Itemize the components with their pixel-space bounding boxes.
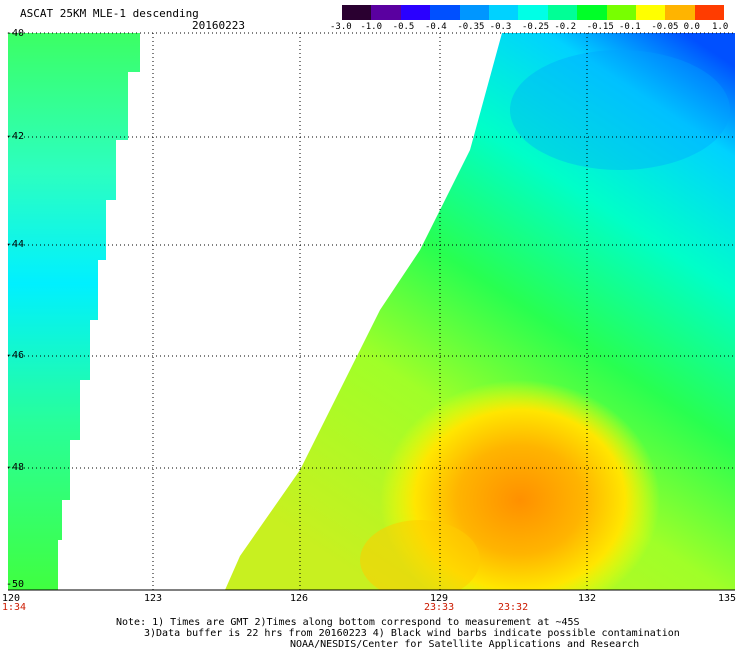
grid-lines	[8, 32, 735, 590]
colorbar-label: -0.35	[457, 22, 485, 32]
note-line-3: NOAA/NESDIS/Center for Satellite Applica…	[290, 639, 640, 650]
pass-time: 23:33	[424, 602, 455, 613]
lon-label: 126	[290, 593, 309, 604]
left-swath	[8, 33, 140, 590]
colorbar-label: -0.3	[489, 22, 512, 32]
chart-date: 20160223	[192, 19, 245, 32]
lat-label: -42	[6, 131, 25, 142]
colorbar-label: -0.2	[554, 22, 577, 32]
note-line-1: Note: 1) Times are GMT 2)Times along bot…	[116, 617, 580, 628]
lon-label: 135	[718, 593, 737, 604]
lat-label: -50	[6, 579, 25, 590]
chart-title: ASCAT 25KM MLE-1 descending	[20, 7, 199, 20]
colorbar-swatch	[518, 5, 548, 20]
lon-label: 120	[2, 593, 21, 604]
colorbar-label: -0.25	[522, 22, 550, 32]
colorbar-swatch	[342, 5, 372, 20]
colorbar	[342, 5, 725, 20]
colorbar-label: -0.5	[392, 22, 415, 32]
colorbar-swatch	[577, 5, 607, 20]
colorbar-swatch	[694, 5, 725, 20]
colorbar-label: 1.0	[712, 22, 729, 32]
colorbar-swatch	[459, 5, 489, 20]
colorbar-swatch	[547, 5, 578, 20]
lat-label: -40	[6, 28, 25, 39]
colorbar-label: -0.05	[651, 22, 679, 32]
colorbar-label: -1.0	[360, 22, 383, 32]
colorbar-label: -0.4	[425, 22, 447, 32]
colorbar-label: 0.0	[683, 22, 700, 32]
colorbar-label: -0.15	[586, 22, 614, 32]
colorbar-swatch	[488, 5, 519, 20]
colorbar-swatch	[400, 5, 431, 20]
colorbar-swatch	[371, 5, 401, 20]
pass-time: 23:32	[498, 602, 529, 613]
note-line-2: 3)Data buffer is 22 hrs from 20160223 4)…	[144, 628, 680, 639]
lat-label: -44	[6, 239, 25, 250]
lat-label: -48	[6, 462, 25, 473]
colorbar-swatch	[635, 5, 666, 20]
lon-label: 129	[430, 593, 449, 604]
lon-label: 132	[578, 593, 597, 604]
colorbar-swatch	[665, 5, 695, 20]
lat-label: -46	[6, 350, 25, 361]
lon-label: 123	[144, 593, 163, 604]
colorbar-label: -0.1	[619, 22, 641, 32]
colorbar-swatch	[430, 5, 460, 20]
colorbar-label: -3.0	[330, 22, 352, 32]
colorbar-swatch	[606, 5, 636, 20]
pass-time: 1:34	[2, 602, 27, 613]
